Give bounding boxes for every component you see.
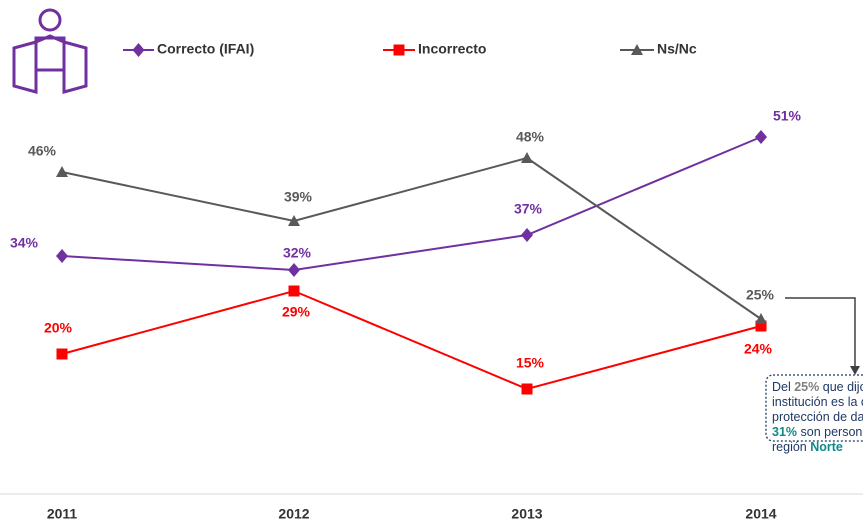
marker xyxy=(521,152,533,163)
series-line xyxy=(61,136,762,272)
marker xyxy=(56,249,68,263)
marker xyxy=(755,130,767,144)
annotation-line: protección de dat xyxy=(772,410,863,424)
marker xyxy=(393,44,405,56)
annotation-line: 31% son personas xyxy=(772,425,863,439)
data-label: 46% xyxy=(28,143,57,159)
data-label: 51% xyxy=(773,108,802,124)
data-label: 29% xyxy=(282,304,311,320)
marker xyxy=(755,313,767,324)
series-line xyxy=(61,289,762,391)
data-label: 32% xyxy=(283,245,312,261)
series-line xyxy=(61,156,762,320)
data-label: 15% xyxy=(516,355,545,371)
legend-text: Ns/Nc xyxy=(657,41,697,57)
x-tick-label: 2012 xyxy=(278,506,309,522)
marker xyxy=(288,285,300,297)
annotation-line: Del 25% que dijo xyxy=(772,380,863,394)
marker xyxy=(288,263,300,277)
annotation-line: institución es la c xyxy=(772,395,863,409)
annotation-line: región Norte xyxy=(772,440,843,454)
x-tick-label: 2014 xyxy=(745,506,776,522)
marker xyxy=(56,166,68,177)
marker xyxy=(56,348,68,360)
marker xyxy=(631,44,643,55)
data-label: 34% xyxy=(10,235,39,251)
marker xyxy=(288,215,300,226)
x-tick-label: 2011 xyxy=(47,506,78,522)
data-label: 39% xyxy=(284,189,313,205)
data-label: 25% xyxy=(746,287,775,303)
logo-icon xyxy=(12,8,88,94)
marker xyxy=(521,383,533,395)
data-label: 48% xyxy=(516,129,545,145)
data-label: 24% xyxy=(744,341,773,357)
legend-text: Correcto (IFAI) xyxy=(157,41,254,57)
marker xyxy=(755,320,767,332)
annotation-box: Del 25% que dijo institución es la c pro… xyxy=(765,297,863,454)
marker xyxy=(521,228,533,242)
x-tick-label: 2013 xyxy=(511,506,542,522)
data-label: 37% xyxy=(514,201,543,217)
marker xyxy=(132,43,145,57)
legend-text: Incorrecto xyxy=(418,41,486,57)
data-label: 20% xyxy=(44,320,73,336)
